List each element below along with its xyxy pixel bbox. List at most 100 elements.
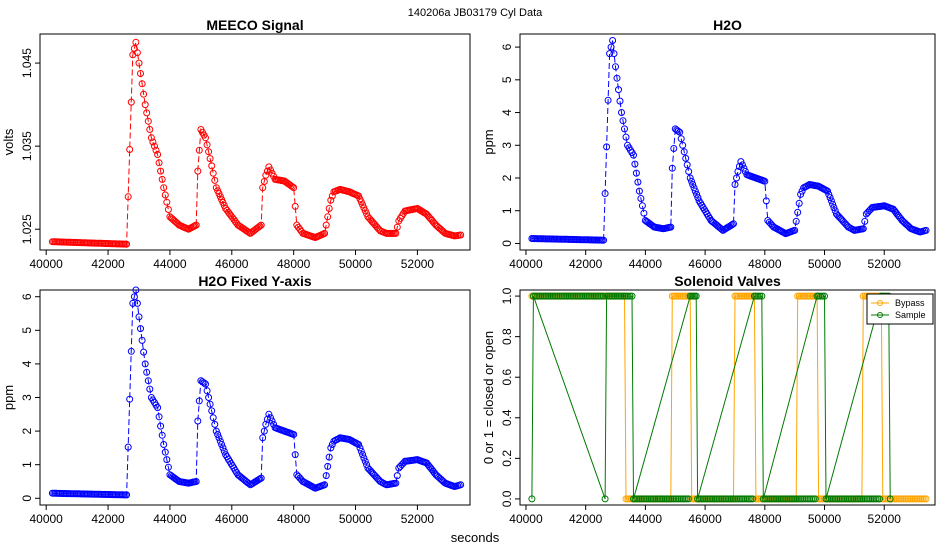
data-point — [160, 441, 168, 448]
data-point — [138, 80, 146, 88]
data-point — [192, 478, 200, 485]
data-point — [265, 410, 273, 418]
x-tick-label: 40000 — [509, 257, 543, 271]
data-point — [205, 394, 213, 401]
data-point — [157, 167, 165, 175]
chart-panel-valves: Solenoid Valves 40000 42000 44000 46000 48000… — [481, 273, 936, 526]
data-point — [205, 148, 213, 156]
x-tick-label: 50000 — [339, 257, 373, 271]
data-point — [825, 190, 833, 198]
plot-frame — [519, 289, 936, 506]
data-point — [811, 495, 819, 503]
data-point — [195, 146, 203, 154]
data-point — [737, 158, 745, 166]
x-tick-label: 52000 — [401, 512, 435, 526]
chart-title: H2O Fixed Y-axis — [198, 273, 312, 289]
data-point — [127, 98, 135, 106]
data-point — [824, 187, 831, 195]
data-point — [615, 86, 622, 94]
data-point — [260, 178, 268, 185]
data-point — [322, 221, 330, 229]
series-line — [52, 42, 461, 245]
x-tick-label: 46000 — [688, 257, 722, 271]
data-point — [762, 197, 770, 205]
data-point — [206, 155, 214, 163]
x-tick-label: 44000 — [629, 257, 663, 271]
data-point — [684, 495, 692, 503]
data-point — [393, 472, 401, 480]
chart-title: H2O — [713, 17, 742, 33]
data-point — [160, 184, 168, 192]
data-point — [688, 177, 695, 185]
x-tick-label: 40000 — [29, 257, 63, 271]
data-point — [208, 407, 216, 415]
x-tick-label: 48000 — [277, 257, 311, 271]
chart-panel-meeco: MEECO Signal 40000 42000 44000 46000 48000 500… — [1, 17, 471, 271]
data-point — [259, 184, 267, 192]
x-tick-label: 50000 — [808, 512, 842, 526]
data-point — [457, 231, 465, 239]
chart-title: Solenoid Valves — [674, 273, 781, 289]
data-point — [740, 164, 748, 172]
data-point — [876, 495, 883, 503]
data-point — [290, 431, 298, 438]
series-sample — [528, 292, 894, 503]
data-point — [638, 202, 646, 210]
data-point — [216, 437, 224, 445]
data-point — [637, 195, 645, 202]
data-point — [635, 187, 643, 195]
data-point — [155, 159, 163, 167]
x-tick-label: 40000 — [29, 512, 63, 526]
data-point — [457, 481, 465, 489]
data-point — [392, 229, 400, 237]
data-point — [158, 431, 166, 439]
data-point — [161, 191, 169, 199]
data-point — [618, 109, 625, 116]
data-point — [140, 90, 148, 98]
data-point — [214, 431, 222, 438]
data-point — [797, 190, 805, 198]
data-point — [192, 221, 200, 229]
y-tick-label: 2 — [500, 174, 514, 181]
data-point — [634, 178, 642, 186]
data-point — [827, 197, 835, 205]
data-point — [393, 223, 401, 231]
data-point — [154, 404, 162, 412]
y-tick-label: 0 — [500, 240, 514, 247]
chart-title: MEECO Signal — [206, 17, 303, 33]
data-point — [694, 194, 702, 202]
y-tick-label: 4 — [500, 109, 514, 116]
data-point — [163, 456, 171, 464]
data-point — [610, 50, 618, 58]
data-point — [267, 166, 274, 174]
data-point — [143, 368, 151, 376]
x-tick-label: 42000 — [569, 512, 603, 526]
data-point — [691, 187, 699, 195]
data-point — [140, 348, 148, 356]
y-tick-label: 6 — [20, 293, 34, 300]
data-point — [219, 444, 227, 452]
data-point — [693, 190, 701, 198]
data-point — [123, 240, 131, 248]
data-point — [686, 174, 694, 182]
data-point — [291, 451, 299, 459]
data-point — [886, 495, 894, 503]
data-point — [124, 193, 132, 201]
data-point — [164, 206, 172, 213]
data-point — [667, 223, 675, 231]
x-tick-label: 46000 — [215, 257, 249, 271]
data-point — [215, 434, 223, 442]
x-tick-label: 46000 — [688, 512, 722, 526]
data-point — [158, 175, 166, 183]
data-point — [619, 117, 627, 125]
data-point — [356, 444, 364, 452]
data-point — [859, 225, 867, 233]
data-point — [259, 434, 267, 442]
x-tick-label: 52000 — [868, 512, 902, 526]
data-point — [599, 292, 607, 300]
data-point — [861, 217, 869, 225]
data-point — [152, 146, 160, 154]
plot-frame — [39, 33, 471, 251]
data-point — [324, 462, 332, 470]
data-point — [138, 336, 146, 344]
